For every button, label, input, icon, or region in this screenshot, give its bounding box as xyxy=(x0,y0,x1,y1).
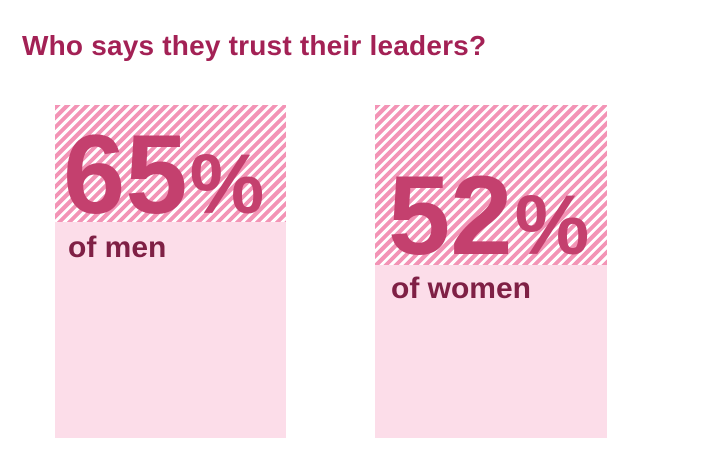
solid-fill-women xyxy=(375,264,607,438)
stat-card-women: 52% of women xyxy=(375,105,607,438)
hatch-remainder-men xyxy=(55,105,286,222)
percent-sign-men: % xyxy=(189,137,265,231)
stat-value-women: 52% xyxy=(388,160,589,272)
solid-fill-men xyxy=(55,221,286,438)
stat-value-men: 65% xyxy=(63,119,264,231)
stat-value-men-number: 65 xyxy=(63,112,188,237)
stat-label-women: of women xyxy=(391,272,531,305)
hatch-remainder-women xyxy=(375,105,607,265)
percent-sign-women: % xyxy=(514,178,590,272)
stat-label-men: of men xyxy=(68,231,167,264)
page-title: Who says they trust their leaders? xyxy=(22,30,487,61)
stat-card-men: 65% of men xyxy=(55,105,286,438)
stat-value-women-number: 52 xyxy=(388,153,513,278)
